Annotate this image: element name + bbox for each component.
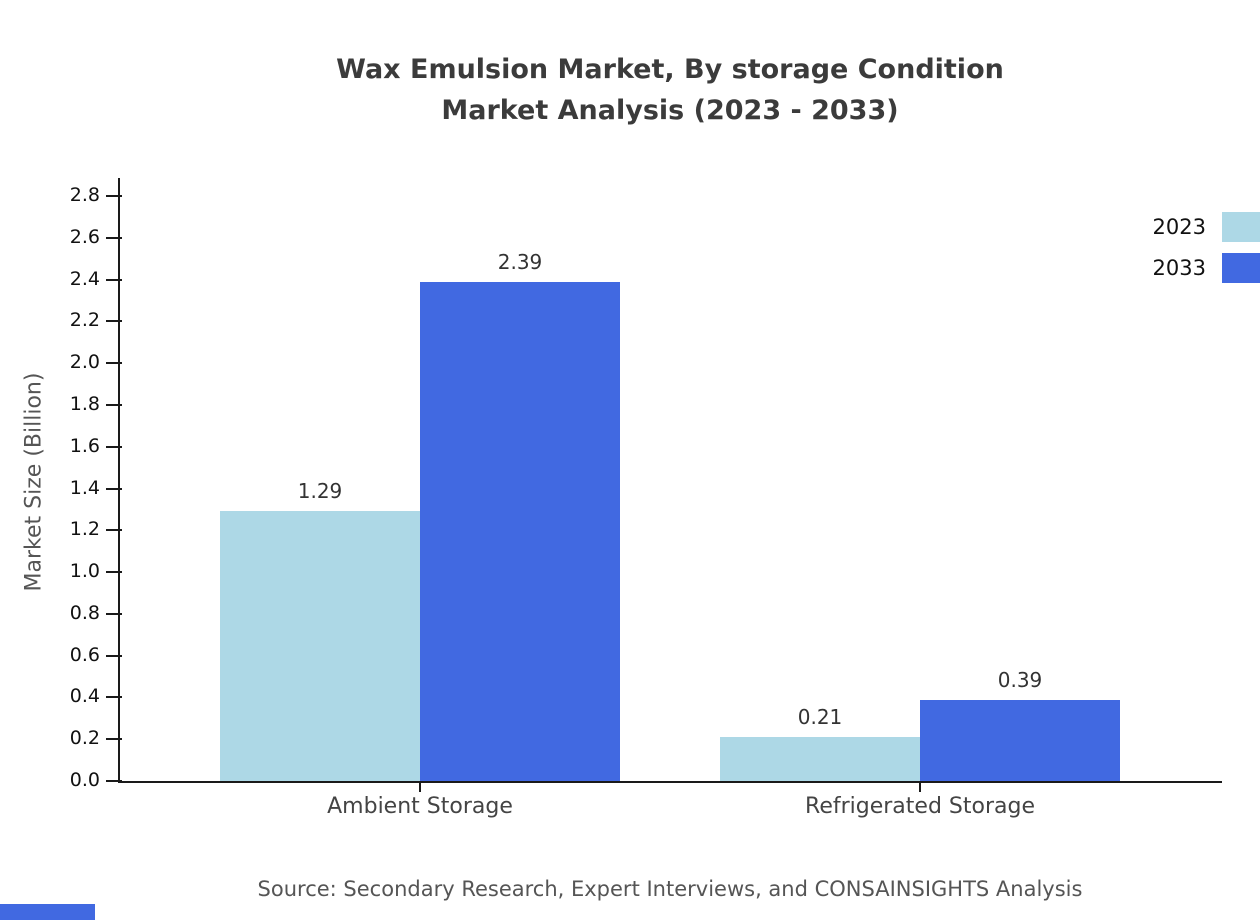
y-tick xyxy=(106,529,122,532)
bar-2033-refrigerated-storage xyxy=(920,699,1120,781)
y-tick-label: 0.0 xyxy=(69,769,100,791)
bar-2023-ambient-storage xyxy=(220,511,420,781)
legend-swatch xyxy=(1222,212,1260,242)
bar-value-label: 0.39 xyxy=(997,667,1043,692)
y-tick xyxy=(106,320,122,323)
y-tick xyxy=(106,195,122,197)
y-tick-label: 2.8 xyxy=(69,184,100,206)
x-tick xyxy=(419,783,421,792)
y-tick-label: 1.8 xyxy=(69,392,100,415)
y-tick xyxy=(106,362,122,365)
y-tick xyxy=(106,236,122,239)
y-tick xyxy=(106,696,122,699)
chart-title-line1: Wax Emulsion Market, By storage Conditio… xyxy=(336,54,1004,85)
chart-title: Wax Emulsion Market, By storage Conditio… xyxy=(80,49,1260,131)
x-tick xyxy=(919,783,921,792)
legend-label: 2023 xyxy=(1152,215,1206,239)
legend-item-2033: 2033 xyxy=(1153,253,1260,283)
legend-item-2023: 2023 xyxy=(1153,212,1260,242)
y-tick-label: 1.6 xyxy=(69,434,100,457)
y-tick-label: 2.4 xyxy=(69,267,100,290)
source-note: Source: Secondary Research, Expert Inter… xyxy=(257,877,1083,901)
bar-value-label: 2.39 xyxy=(497,249,543,274)
legend: 2023 2033 xyxy=(1153,212,1260,283)
y-tick-label: 2.2 xyxy=(69,309,100,332)
y-tick-label: 1.2 xyxy=(69,518,100,541)
y-tick-label: 1.4 xyxy=(69,476,100,499)
x-axis-line xyxy=(118,781,1222,783)
category-label-refrigerated-storage: Refrigerated Storage xyxy=(805,794,1035,819)
bar-2033-ambient-storage xyxy=(420,281,620,781)
y-tick xyxy=(106,278,122,281)
y-tick-label: 2.0 xyxy=(69,351,100,374)
y-tick-label: 1.0 xyxy=(69,560,100,583)
y-tick-label: 0.8 xyxy=(69,601,100,624)
category-label-ambient-storage: Ambient Storage xyxy=(327,794,513,819)
y-tick-label: 0.4 xyxy=(69,685,100,708)
y-tick-label: 0.6 xyxy=(69,643,100,666)
legend-swatch xyxy=(1222,253,1260,283)
y-tick-label: 2.6 xyxy=(69,225,100,248)
y-tick xyxy=(106,738,122,741)
y-tick xyxy=(106,612,122,615)
y-tick xyxy=(106,780,122,782)
y-tick xyxy=(106,571,122,574)
y-tick xyxy=(106,445,122,448)
chart-title-line2: Market Analysis (2023 - 2033) xyxy=(441,95,899,126)
y-tick xyxy=(106,403,122,406)
y-tick-label: 0.2 xyxy=(69,727,100,750)
y-tick xyxy=(106,654,122,657)
bar-2023-refrigerated-storage xyxy=(720,737,920,781)
bar-value-label: 1.29 xyxy=(297,479,343,504)
y-axis-line xyxy=(118,178,120,783)
y-tick xyxy=(106,487,122,490)
bar-value-label: 0.21 xyxy=(797,705,843,730)
bottom-left-brand-strip xyxy=(0,904,95,920)
legend-label: 2033 xyxy=(1152,256,1206,280)
